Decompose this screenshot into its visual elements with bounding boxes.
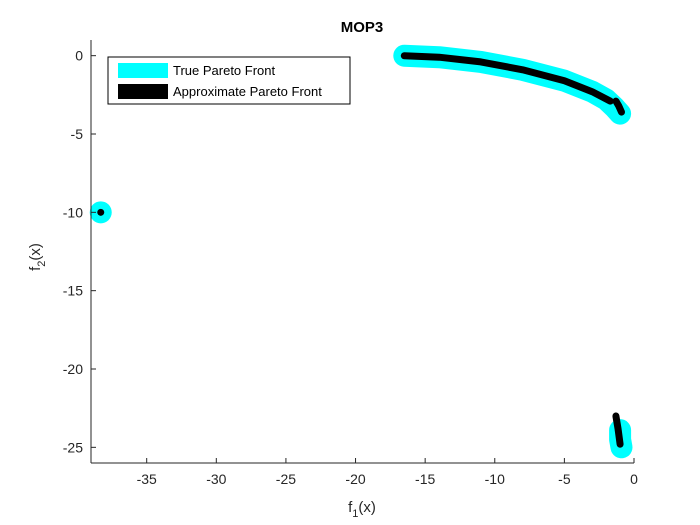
x-tick-label: -15 xyxy=(415,471,435,487)
y-tick-label: 0 xyxy=(75,48,83,64)
chart-title: MOP3 xyxy=(341,19,384,36)
series-true-pareto-front xyxy=(89,44,633,459)
x-tick-label: -35 xyxy=(137,471,157,487)
x-tick-label: -25 xyxy=(276,471,296,487)
x-axis-label: f1(x) xyxy=(348,499,376,520)
x-tick-label: -30 xyxy=(206,471,226,487)
x-tick-label: -10 xyxy=(485,471,505,487)
y-tick-label: -15 xyxy=(63,283,83,299)
axes-layer xyxy=(90,40,634,464)
y-axis-label: f2(x) xyxy=(27,243,48,271)
ticks-layer: -35 -30 -25 -20 -15 -10 -5 0 0 -5 -10 -15 -20 -25 xyxy=(63,48,638,487)
y-tick-label: -5 xyxy=(71,126,84,142)
series-approximate-pareto-front-segment xyxy=(612,412,624,448)
x-tick-label: -20 xyxy=(345,471,365,487)
series-layer xyxy=(89,44,633,459)
legend-label-true-pareto-front: True Pareto Front xyxy=(173,63,276,78)
y-tick-label: -10 xyxy=(63,204,83,220)
plot-area: -35 -30 -25 -20 -15 -10 -5 0 0 -5 -10 -15 -20 -25 xyxy=(63,40,638,487)
y-tick-label: -20 xyxy=(63,361,83,377)
x-tick-label: -5 xyxy=(558,471,571,487)
series-approximate-pareto-front-segment xyxy=(400,52,614,105)
legend: True Pareto Front Approximate Pareto Fro… xyxy=(107,56,351,105)
legend-swatch-true-pareto-front xyxy=(118,63,168,78)
legend-label-approximate-pareto-front: Approximate Pareto Front xyxy=(173,84,322,99)
series-approximate-pareto-front-point xyxy=(97,208,105,216)
legend-swatch-approximate-pareto-front xyxy=(118,84,168,99)
y-tick-label: -25 xyxy=(63,439,83,455)
x-tick-label: 0 xyxy=(630,471,638,487)
series-approximate-pareto-front-segment xyxy=(612,97,625,116)
series-approximate-pareto-front xyxy=(97,52,625,448)
